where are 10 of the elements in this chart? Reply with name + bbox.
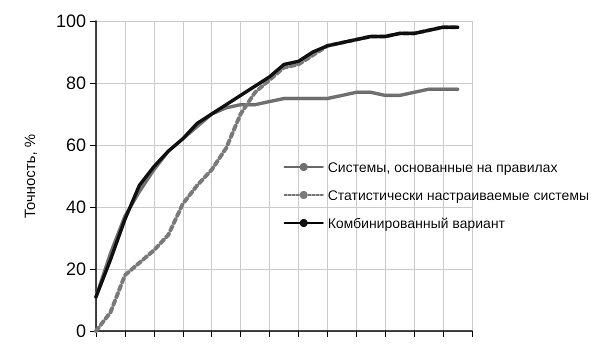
y-tick-label: 40 <box>66 197 86 217</box>
y-axis-title: Точность, % <box>22 134 39 218</box>
y-tick-label: 20 <box>66 259 86 279</box>
legend-label: Системы, основанные на правилах <box>328 159 558 175</box>
y-tick-label: 60 <box>66 135 86 155</box>
y-tick-label: 0 <box>76 321 86 341</box>
y-tick-label: 100 <box>56 11 86 31</box>
y-tick-label: 80 <box>66 73 86 93</box>
legend-label: Комбинированный вариант <box>328 215 506 231</box>
legend-label: Статистически настраиваемые системы <box>328 187 589 203</box>
